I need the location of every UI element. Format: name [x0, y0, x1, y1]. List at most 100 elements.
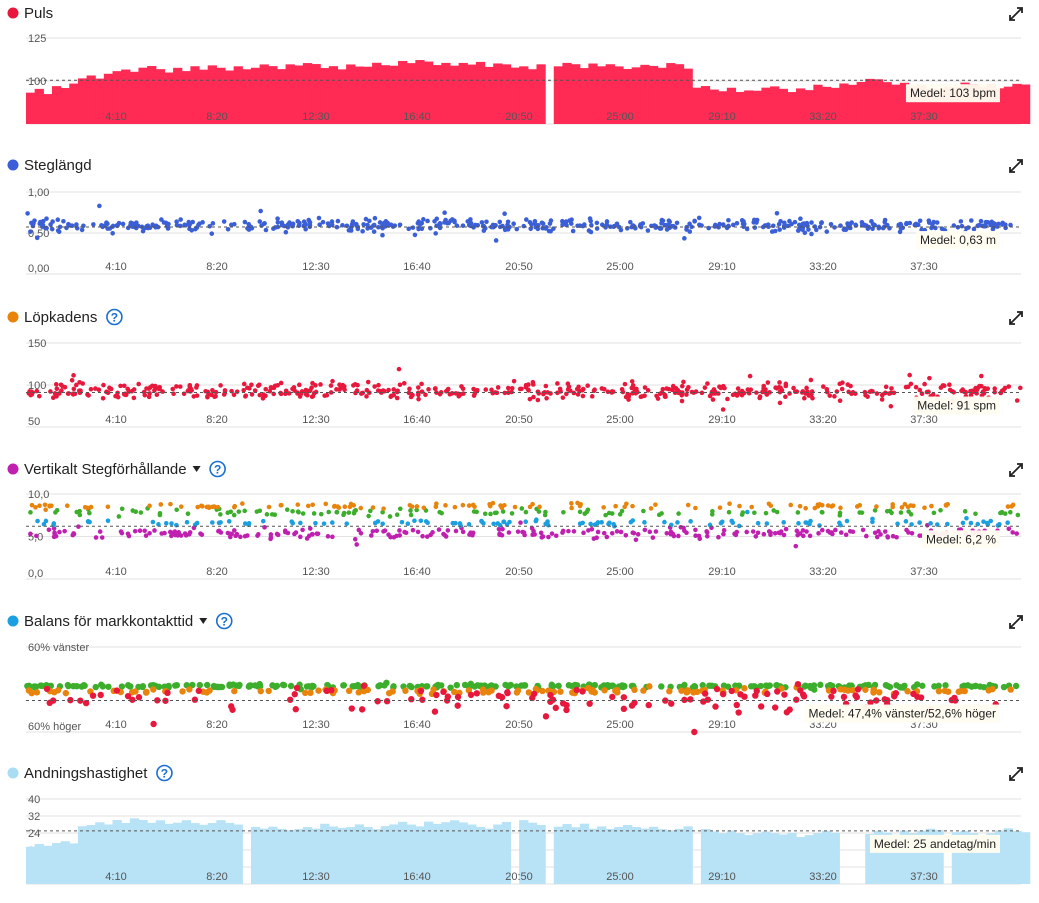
- puls-area-segment: [995, 88, 1005, 124]
- vertikalt-point: [922, 505, 927, 511]
- balans-point: [62, 689, 70, 697]
- vertikalt-point: [43, 507, 48, 513]
- andning-average-label: Medel: 25 andetag/min: [874, 837, 996, 851]
- lopkadens-point: [471, 386, 476, 392]
- andning-area-segment: [709, 831, 719, 884]
- steglangd-point: [79, 227, 85, 233]
- andning-area-segment: [337, 827, 347, 884]
- puls-expand-icon[interactable]: [1009, 7, 1023, 21]
- vertikalt-expand-icon[interactable]: [1009, 463, 1023, 477]
- vertikalt-point: [717, 505, 723, 510]
- vertikalt-point: [268, 532, 274, 537]
- puls-area-segment: [372, 62, 382, 124]
- balans-point: [33, 689, 41, 696]
- vertikalt-point: [618, 529, 624, 535]
- balans-point: [431, 708, 439, 715]
- balans-point: [78, 683, 85, 690]
- lopkadens-point: [391, 387, 397, 392]
- balans-point: [433, 691, 440, 699]
- vertikalt-point: [381, 506, 386, 511]
- balans-dropdown-icon[interactable]: [199, 618, 208, 624]
- vertikalt-dropdown-icon[interactable]: [192, 466, 201, 472]
- steglangd-point: [919, 227, 924, 233]
- balans-expand-icon[interactable]: [1009, 615, 1023, 629]
- andning-expand-icon[interactable]: [1009, 767, 1023, 781]
- balans-average-label: Medel: 47,4% vänster/52,6% höger: [809, 707, 996, 721]
- lopkadens-point: [489, 387, 494, 393]
- vertikalt-point: [536, 509, 542, 514]
- lopkadens-point: [71, 386, 77, 392]
- lopkadens-expand-icon[interactable]: [1009, 311, 1023, 325]
- lopkadens-point: [642, 393, 647, 399]
- andning-area-segment: [268, 826, 278, 884]
- puls-area-segment: [95, 78, 105, 124]
- vertikalt-point: [298, 520, 303, 526]
- lopkadens-point: [54, 386, 60, 392]
- andning-area-segment: [432, 823, 442, 884]
- balans-point: [408, 696, 415, 703]
- puls-area-segment: [770, 86, 780, 124]
- andning-help-icon[interactable]: [156, 764, 173, 782]
- steglangd-point: [587, 216, 593, 221]
- steglangd-point: [882, 217, 888, 223]
- lopkadens-point: [100, 395, 106, 401]
- vertikalt-help-icon[interactable]: [209, 460, 226, 478]
- steglangd-expand-icon[interactable]: [1009, 159, 1023, 173]
- steglangd-point: [334, 224, 340, 230]
- puls-area-segment: [311, 64, 321, 124]
- puls-area-segment: [674, 64, 685, 124]
- lopkadens-point: [879, 392, 885, 398]
- vertikalt-point: [704, 533, 710, 539]
- puls-area-segment: [51, 86, 62, 124]
- vertikalt-point: [344, 521, 350, 526]
- vertikalt-point: [470, 530, 476, 536]
- vertikalt-point: [903, 519, 909, 524]
- vertikalt-point: [630, 503, 635, 509]
- puls-area-segment: [475, 61, 486, 124]
- andning-x-tick-label: 29:10: [708, 871, 736, 883]
- vertikalt-point: [693, 533, 698, 539]
- balans-x-tick-label: 8:20: [206, 719, 227, 731]
- puls-area-segment: [856, 81, 866, 124]
- steglangd-point: [838, 223, 843, 228]
- vertikalt-point: [507, 519, 512, 525]
- andning-area-segment: [735, 833, 745, 884]
- balans-point: [113, 687, 121, 694]
- vertikalt-point: [885, 534, 890, 539]
- balans-point: [307, 689, 314, 697]
- vertikalt-point: [662, 519, 667, 525]
- balans-point: [118, 683, 126, 690]
- andning-area-segment: [372, 829, 382, 884]
- andning-area-segment: [320, 823, 330, 884]
- vertikalt-point: [693, 505, 698, 511]
- balans-point: [265, 687, 272, 695]
- steglangd-point: [279, 222, 285, 228]
- steglangd-point: [958, 219, 964, 224]
- vertikalt-point: [518, 520, 523, 525]
- lopkadens-point: [783, 383, 789, 389]
- vertikalt-point: [185, 511, 191, 516]
- puls-x-tick-label: 4:10: [105, 111, 126, 123]
- lopkadens-help-icon[interactable]: [106, 308, 123, 326]
- vertikalt-point: [960, 520, 966, 526]
- balans-point: [774, 688, 781, 695]
- andning-area-segment: [43, 845, 53, 884]
- vertikalt-point: [870, 519, 875, 525]
- steglangd-point: [28, 229, 33, 234]
- steglangd-point: [115, 223, 120, 228]
- lopkadens-point: [511, 378, 517, 384]
- vertikalt-point: [275, 532, 281, 538]
- steglangd-point: [664, 227, 670, 232]
- vertikalt-point: [403, 530, 409, 536]
- balans-help-icon[interactable]: [215, 612, 233, 630]
- steglangd-point: [303, 222, 308, 228]
- vertikalt-point: [82, 504, 88, 510]
- steglangd-point: [528, 226, 534, 232]
- andning-area-segment: [519, 820, 529, 884]
- andning-area-segment: [588, 828, 598, 884]
- puls-area-segment: [735, 91, 745, 124]
- steglangd-point: [361, 222, 366, 227]
- balans-point: [105, 683, 112, 690]
- puls-area-segment: [259, 64, 269, 124]
- lopkadens-point: [36, 393, 42, 399]
